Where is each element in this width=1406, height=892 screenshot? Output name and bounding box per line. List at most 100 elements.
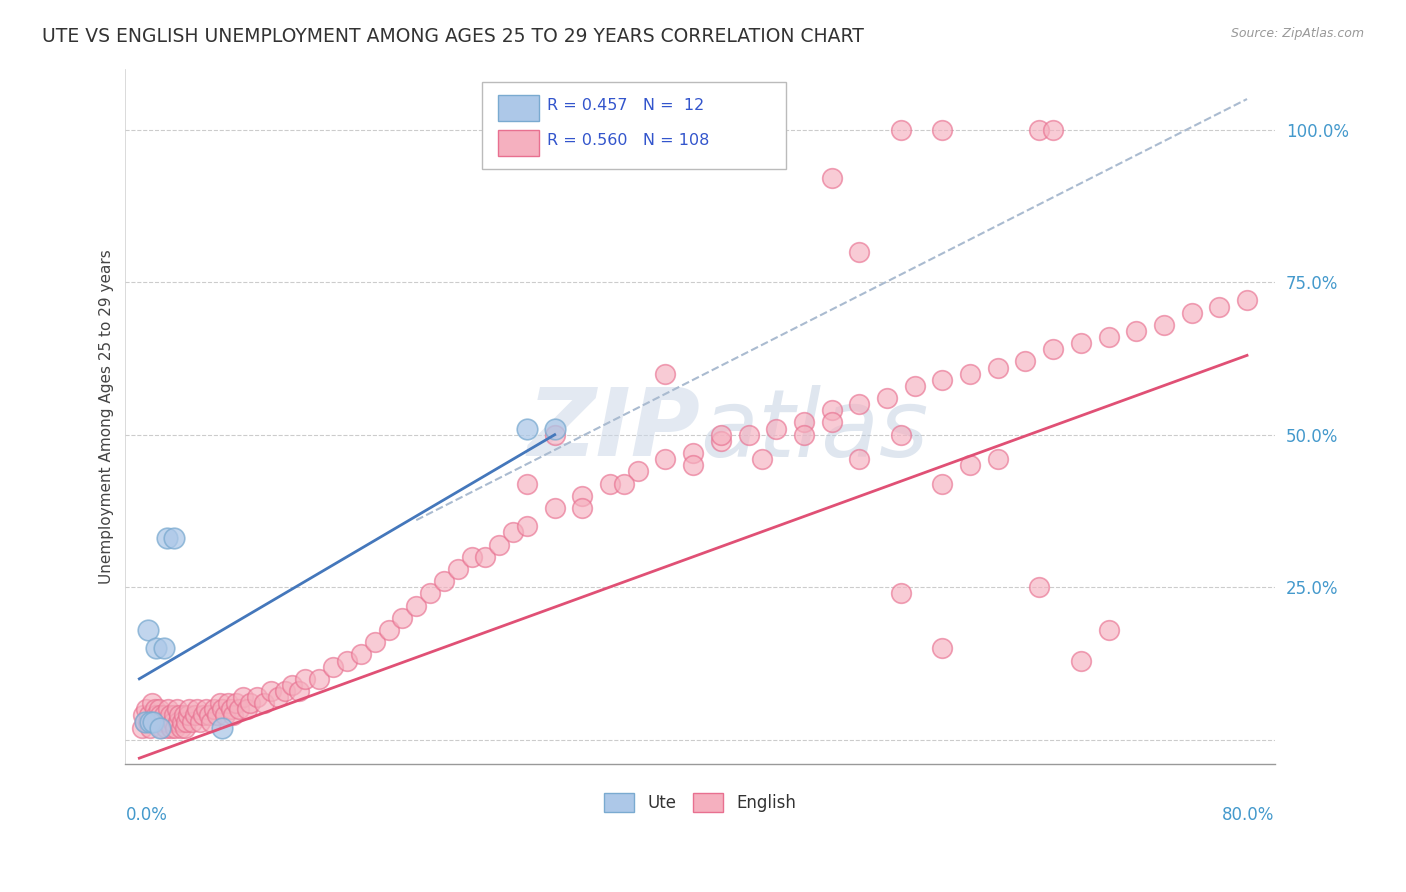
Point [236, 702, 259, 716]
Point [225, 696, 247, 710]
Point [260, 684, 283, 698]
Point [1153, 318, 1175, 332]
Point [172, 714, 194, 729]
Point [571, 500, 593, 515]
Point [391, 611, 413, 625]
Point [217, 696, 239, 710]
Point [931, 641, 953, 656]
Point [131, 721, 153, 735]
Point [167, 714, 190, 729]
Point [710, 434, 733, 448]
Point [202, 702, 225, 716]
Point [654, 452, 676, 467]
Point [654, 367, 676, 381]
Point [228, 702, 250, 716]
Text: ZIP: ZIP [527, 384, 700, 476]
Point [765, 421, 787, 435]
Point [160, 721, 183, 735]
Point [820, 171, 842, 186]
Text: 0.0%: 0.0% [125, 806, 167, 824]
Point [336, 653, 359, 667]
Text: R = 0.457   N =  12: R = 0.457 N = 12 [547, 98, 704, 113]
Point [627, 464, 650, 478]
Point [820, 403, 842, 417]
Point [544, 421, 567, 435]
Point [169, 708, 191, 723]
Point [170, 721, 193, 735]
Point [135, 702, 157, 716]
Point [176, 714, 198, 729]
Point [931, 122, 953, 136]
Point [377, 623, 399, 637]
Point [155, 721, 177, 735]
Point [433, 574, 456, 589]
Point [150, 721, 173, 735]
Point [419, 586, 441, 600]
Point [163, 532, 186, 546]
Point [132, 708, 155, 723]
Point [232, 690, 254, 705]
Point [152, 714, 174, 729]
Point [134, 714, 156, 729]
Point [148, 702, 170, 716]
Point [246, 690, 269, 705]
Point [173, 708, 195, 723]
Point [848, 244, 870, 259]
Point [191, 708, 214, 723]
Point [145, 708, 167, 723]
Text: Source: ZipAtlas.com: Source: ZipAtlas.com [1230, 27, 1364, 40]
Point [682, 458, 704, 473]
Point [165, 721, 187, 735]
Point [931, 476, 953, 491]
Point [544, 500, 567, 515]
Point [364, 635, 387, 649]
Point [876, 391, 898, 405]
Point [613, 476, 636, 491]
Point [710, 427, 733, 442]
Point [174, 721, 197, 735]
Point [139, 714, 162, 729]
Point [1097, 623, 1119, 637]
Point [136, 714, 159, 729]
Point [1181, 305, 1204, 319]
Point [820, 416, 842, 430]
Point [153, 708, 176, 723]
Point [308, 672, 330, 686]
Point [793, 427, 815, 442]
Point [571, 489, 593, 503]
Point [751, 452, 773, 467]
Point [138, 708, 160, 723]
Point [516, 519, 538, 533]
Point [142, 714, 165, 729]
Point [959, 458, 981, 473]
Point [211, 721, 233, 735]
Point [219, 702, 242, 716]
Point [162, 714, 184, 729]
Point [350, 648, 373, 662]
Point [682, 446, 704, 460]
Point [474, 549, 496, 564]
Point [959, 367, 981, 381]
Point [890, 427, 912, 442]
Point [1070, 336, 1092, 351]
Point [287, 684, 309, 698]
Point [447, 562, 470, 576]
Point [157, 702, 180, 716]
Point [502, 525, 524, 540]
Point [931, 373, 953, 387]
Point [1097, 330, 1119, 344]
Point [793, 416, 815, 430]
Point [987, 452, 1010, 467]
Text: atlas: atlas [700, 384, 928, 475]
Point [890, 586, 912, 600]
Point [987, 360, 1010, 375]
Point [136, 623, 159, 637]
Point [186, 702, 208, 716]
Text: UTE VS ENGLISH UNEMPLOYMENT AMONG AGES 25 TO 29 YEARS CORRELATION CHART: UTE VS ENGLISH UNEMPLOYMENT AMONG AGES 2… [42, 27, 865, 45]
Text: 80.0%: 80.0% [1222, 806, 1275, 824]
Point [156, 532, 179, 546]
Point [183, 708, 205, 723]
Legend: Ute, English: Ute, English [598, 786, 803, 819]
Point [239, 696, 262, 710]
FancyBboxPatch shape [498, 129, 538, 156]
